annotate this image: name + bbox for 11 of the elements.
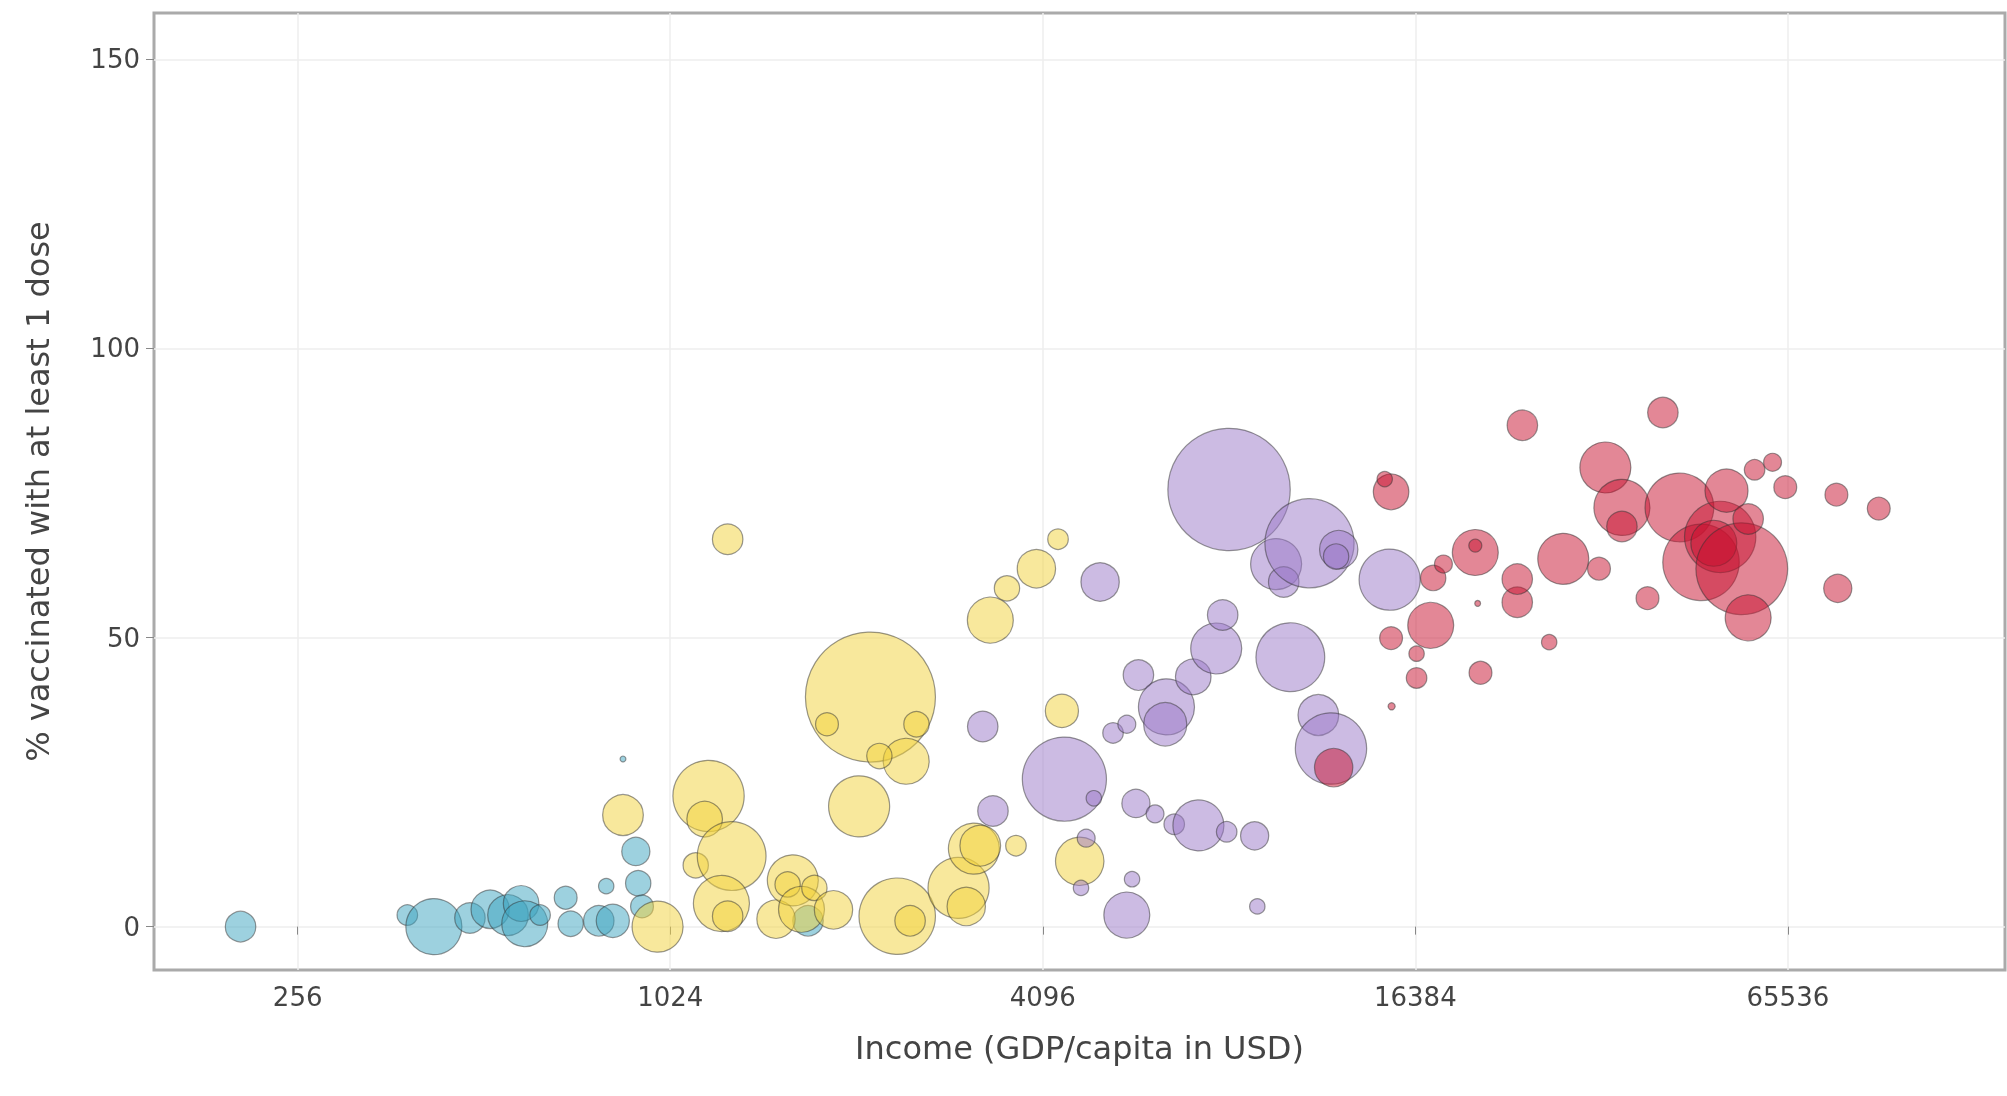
y-tick-label: 0: [123, 911, 140, 942]
x-axis-title: Income (GDP/capita in USD): [855, 1029, 1304, 1067]
y-tick-label: 100: [90, 333, 140, 364]
x-tick-label: 4096: [1009, 982, 1076, 1012]
y-tick-label: 50: [106, 622, 140, 653]
x-tick-label: 256: [272, 982, 323, 1012]
y-axis-title: % vaccinated with at least 1 dose: [19, 221, 57, 762]
x-tick-label: 16384: [1373, 982, 1457, 1012]
x-tick-label: 1024: [637, 982, 704, 1012]
y-tick-label: 150: [90, 44, 140, 75]
x-tick-label: 65536: [1746, 982, 1830, 1012]
